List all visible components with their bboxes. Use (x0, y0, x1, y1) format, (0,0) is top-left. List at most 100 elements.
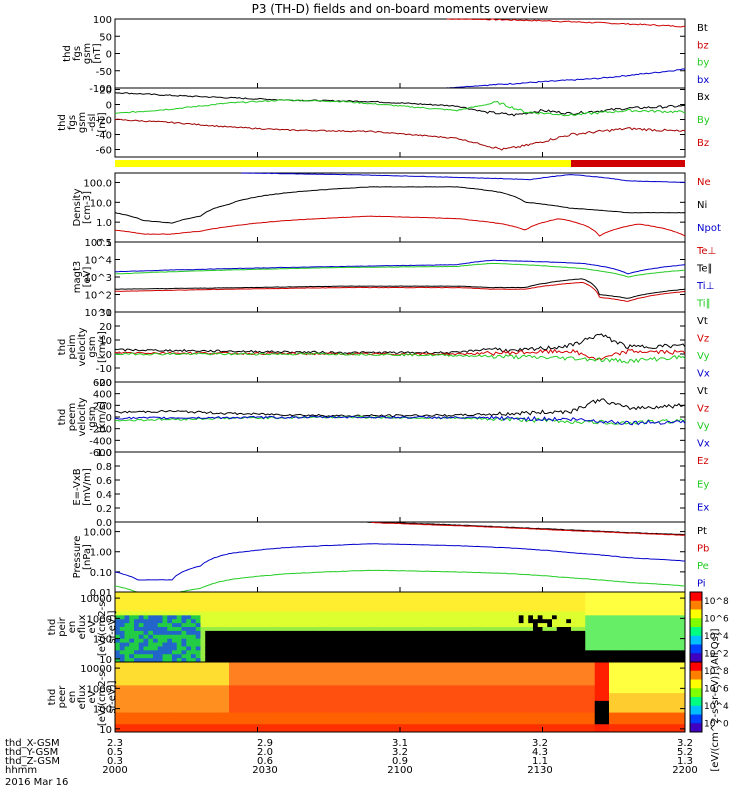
heatmap-cell (319, 623, 325, 628)
heatmap-cell (243, 599, 249, 605)
heatmap-cell (328, 728, 334, 733)
heatmap-cell (542, 673, 548, 679)
heatmap-cell (414, 712, 420, 717)
heatmap-cell (594, 662, 600, 667)
heatmap-cell (400, 677, 406, 682)
heatmap-cell (357, 619, 363, 624)
heatmap-cell (661, 697, 667, 702)
heatmap-cell (343, 646, 349, 651)
heatmap-cell (661, 627, 667, 632)
heatmap-cell (219, 634, 225, 640)
heatmap-cell (134, 619, 140, 624)
heatmap-cell (656, 599, 662, 605)
heatmap-cell (243, 627, 249, 632)
heatmap-cell (528, 716, 534, 721)
heatmap-cell (191, 658, 197, 663)
y-tick-label: 0.4 (96, 490, 112, 501)
heatmap-cell (267, 716, 273, 721)
heatmap-cell (670, 704, 676, 710)
heatmap-cell (476, 681, 482, 686)
heatmap-cell (343, 615, 349, 620)
heatmap-cell (271, 700, 277, 706)
heatmap-cell (248, 728, 254, 733)
heatmap-cell (533, 627, 539, 632)
heatmap-cell (585, 681, 591, 686)
heatmap-cell (457, 665, 463, 671)
heatmap-cell (495, 650, 501, 655)
heatmap-cell (452, 708, 458, 714)
heatmap-cell (480, 627, 486, 632)
heatmap-cell (623, 728, 629, 733)
heatmap-cell (670, 623, 676, 628)
heatmap-cell (404, 708, 410, 714)
heatmap-cell (371, 623, 377, 628)
heatmap-cell (628, 599, 634, 605)
heatmap-cell (414, 662, 420, 667)
heatmap-cell (400, 619, 406, 624)
heatmap-cell (404, 642, 410, 647)
heatmap-cell (385, 662, 391, 667)
heatmap-cell (395, 704, 401, 710)
heatmap-cell (205, 697, 211, 702)
heatmap-cell (623, 662, 629, 667)
heatmap-cell (533, 728, 539, 733)
heatmap-cell (347, 665, 353, 671)
heatmap-cell (134, 634, 140, 640)
heatmap-cell (609, 603, 615, 609)
heatmap-cell (233, 627, 239, 632)
heatmap-cell (371, 673, 377, 679)
heatmap-cell (480, 654, 486, 659)
heatmap-cell (129, 693, 135, 698)
heatmap-cell (547, 634, 553, 640)
heatmap-cell (647, 704, 653, 710)
series-Tep (115, 281, 686, 302)
heatmap-cell (514, 689, 520, 694)
heatmap-cell (129, 603, 135, 609)
heatmap-cell (466, 595, 472, 601)
heatmap-cell (547, 627, 553, 632)
heatmap-cell (195, 611, 201, 616)
heatmap-cell (243, 677, 249, 682)
heatmap-cell (613, 650, 619, 655)
footer-value: 3.2 (677, 738, 693, 749)
heatmap-cell (499, 662, 505, 667)
heatmap-cell (656, 611, 662, 616)
heatmap-cell (276, 689, 282, 694)
heatmap-cell (262, 592, 268, 597)
heatmap-cell (457, 646, 463, 651)
heatmap-cell (357, 611, 363, 616)
heatmap-cell (224, 627, 230, 632)
heatmap-cell (143, 595, 149, 601)
heatmap-cell (119, 638, 125, 644)
heatmap-cell (238, 630, 244, 636)
heatmap-cell (575, 599, 581, 605)
heatmap-cell (138, 689, 144, 694)
heatmap-cell (428, 619, 434, 624)
heatmap-cell (476, 716, 482, 721)
heatmap-cell (419, 712, 425, 717)
heatmap-cell (357, 599, 363, 605)
heatmap-cell (376, 595, 382, 601)
heatmap-cell (286, 724, 292, 729)
heatmap-cell (457, 697, 463, 702)
heatmap-cell (347, 693, 353, 698)
heatmap-cell (366, 662, 372, 667)
heatmap-cell (257, 627, 263, 632)
heatmap-cell (514, 693, 520, 698)
heatmap-cell (176, 700, 182, 706)
heatmap-cell (214, 685, 220, 690)
heatmap-cell (238, 673, 244, 679)
heatmap-cell (571, 700, 577, 706)
heatmap-cell (186, 693, 192, 698)
heatmap-cell (566, 728, 572, 733)
heatmap-cell (575, 685, 581, 690)
heatmap-cell (300, 728, 306, 733)
heatmap-cell (376, 697, 382, 702)
heatmap-cell (580, 712, 586, 717)
heatmap-cell (162, 627, 168, 632)
heatmap-cell (290, 627, 296, 632)
heatmap-cell (290, 646, 296, 651)
heatmap-cell (590, 611, 596, 616)
heatmap-cell (656, 693, 662, 698)
heatmap-cell (167, 716, 173, 721)
